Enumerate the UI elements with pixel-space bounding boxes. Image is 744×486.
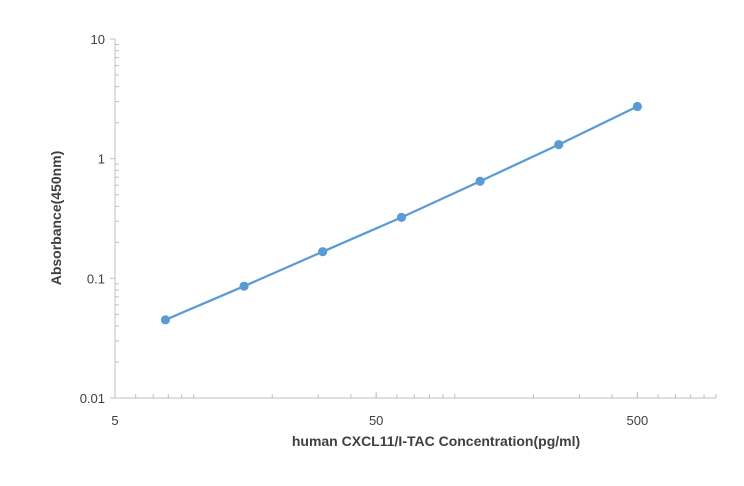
data-point: [239, 281, 249, 291]
y-tick-label: 0.1: [87, 271, 105, 286]
x-axis-title: human CXCL11/I-TAC Concentration(pg/ml): [292, 433, 580, 449]
x-tick-label: 5: [111, 413, 118, 428]
y-tick-labels: 0.01 0.1 1 10: [80, 32, 105, 406]
x-ticks: [114, 392, 717, 398]
y-axis-title: Absorbance(450nm): [48, 151, 64, 286]
data-point: [554, 140, 564, 150]
data-point: [160, 315, 171, 325]
y-tick-label: 1: [98, 152, 105, 167]
x-tick-label: 50: [369, 413, 383, 428]
data-point: [475, 176, 485, 186]
data-point: [632, 101, 642, 112]
x-tick-label: 500: [627, 413, 649, 428]
data-point: [318, 247, 328, 257]
data-series: [160, 101, 642, 325]
y-tick-label: 10: [91, 32, 105, 47]
y-tick-label: 0.01: [80, 391, 105, 406]
x-tick-labels: 5 50 500: [111, 413, 648, 428]
data-point: [396, 212, 407, 222]
y-ticks: [110, 38, 119, 399]
y-axis: 0.01 0.1 1 10: [80, 32, 119, 406]
x-axis: 5 50 500: [111, 392, 717, 428]
